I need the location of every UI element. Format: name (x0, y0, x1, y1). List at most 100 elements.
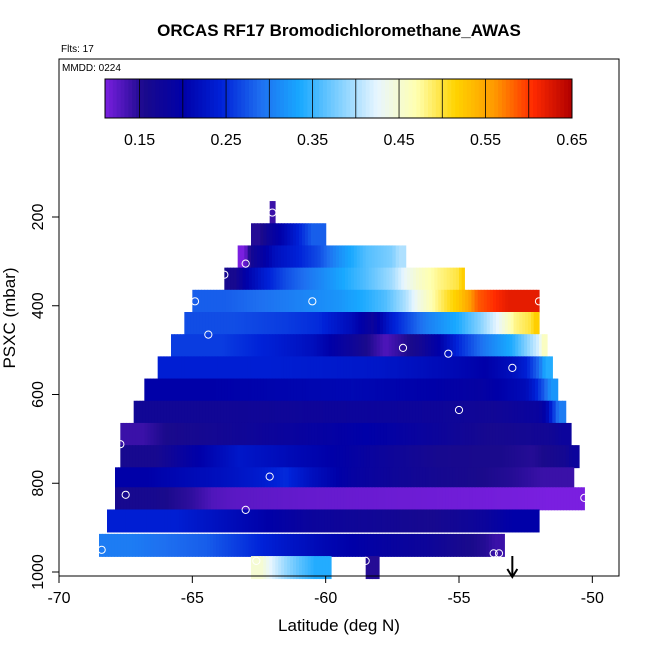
heatmap-cell (405, 509, 410, 533)
heatmap-cell (287, 245, 291, 269)
heatmap-cell (198, 445, 202, 469)
heatmap-cell (471, 422, 475, 446)
heatmap-cell (215, 334, 220, 358)
heatmap-cell (379, 334, 384, 358)
heatmap-cell (190, 467, 195, 491)
heatmap-cell (205, 422, 209, 446)
heatmap-cell (314, 378, 319, 402)
heatmap-cell (102, 533, 106, 557)
heatmap-cell (174, 378, 178, 402)
heatmap-cell (297, 445, 302, 469)
heatmap-cell (453, 289, 457, 313)
heatmap-cell (168, 533, 173, 557)
heatmap-cell (306, 467, 310, 491)
heatmap-cell (426, 533, 430, 557)
colorbar-swatch (342, 79, 347, 118)
heatmap-cell (211, 400, 216, 424)
heatmap-cell (358, 487, 362, 511)
heatmap-cell (133, 467, 137, 491)
heatmap-cell (212, 378, 217, 402)
heatmap-cell (364, 356, 368, 380)
heatmap-cell (480, 378, 485, 402)
heatmap-cell (495, 378, 500, 402)
heatmap-cell (331, 356, 335, 380)
heatmap-cell (373, 334, 378, 358)
heatmap-cell (117, 487, 122, 511)
heatmap-cell (406, 487, 410, 511)
colorbar-swatch (190, 79, 196, 118)
heatmap-cell (505, 289, 509, 313)
heatmap-cell (230, 533, 235, 557)
heatmap-cell (178, 400, 183, 424)
heatmap-cell (267, 267, 271, 291)
heatmap-cell (414, 356, 419, 380)
heatmap-cell (465, 378, 470, 402)
heatmap-cell (219, 445, 224, 469)
heatmap-cell (541, 378, 545, 402)
x-tick-label: -60 (314, 590, 337, 607)
heatmap-cell (262, 487, 266, 511)
heatmap-cell (438, 533, 442, 557)
heatmap-cell (491, 487, 495, 511)
heatmap-cell (150, 378, 154, 402)
heatmap-cell (471, 312, 475, 335)
heatmap-cell (365, 289, 370, 313)
heatmap-cell (317, 422, 321, 446)
heatmap-cell (319, 312, 323, 335)
heatmap-cell (272, 201, 276, 225)
heatmap-cell (456, 422, 460, 446)
heatmap-cell (211, 467, 216, 491)
heatmap-cell (407, 267, 411, 291)
heatmap-cell (266, 245, 270, 269)
heatmap-cell (229, 400, 234, 424)
heatmap-cell (324, 289, 328, 313)
sample-point (494, 549, 504, 558)
heatmap-cell (365, 267, 370, 291)
heatmap-cell (147, 533, 152, 557)
heatmap-cell (467, 467, 471, 491)
heatmap-cell (285, 467, 290, 491)
heatmap-cell (295, 422, 300, 446)
heatmap-cell (561, 422, 566, 446)
heatmap-cell (320, 378, 325, 402)
heatmap-cell (163, 467, 168, 491)
heatmap-cell (250, 467, 254, 491)
heatmap-cell (254, 223, 258, 247)
colorbar-swatch (412, 79, 417, 118)
heatmap-cell (440, 467, 444, 491)
heatmap-cell (488, 533, 493, 557)
heatmap-cell (203, 509, 208, 533)
heatmap-cell (527, 356, 531, 380)
heatmap-cell (515, 334, 519, 358)
heatmap-cell (254, 556, 258, 580)
heatmap-cell (533, 467, 538, 491)
heatmap-cell (267, 312, 272, 335)
heatmap-cell (297, 509, 301, 533)
heatmap-cell (157, 467, 162, 491)
colorbar-swatch (322, 79, 328, 118)
heatmap-cell (473, 334, 478, 358)
heatmap-cell (474, 422, 478, 446)
heatmap-cell (348, 509, 353, 533)
heatmap-cell (293, 556, 297, 580)
heatmap-cell (318, 445, 323, 469)
heatmap-cell (483, 422, 487, 446)
heatmap-cell (269, 223, 274, 247)
heatmap-cell (172, 400, 177, 424)
heatmap-cell (450, 356, 454, 380)
heatmap-cell (487, 445, 491, 469)
heatmap-cell (319, 556, 323, 580)
heatmap-cell (432, 378, 436, 402)
colorbar-swatch (338, 79, 343, 118)
heatmap-cell (386, 467, 390, 491)
heatmap-cell (395, 245, 400, 269)
heatmap-cell (437, 267, 442, 291)
heatmap-cell (368, 289, 373, 313)
heatmap-cell (407, 312, 412, 335)
heatmap-cell (179, 467, 183, 491)
heatmap-cell (468, 312, 472, 335)
heatmap-cell (316, 223, 321, 247)
heatmap-cell (194, 334, 199, 358)
direction-arrow (506, 556, 519, 579)
heatmap-cell (431, 334, 435, 358)
